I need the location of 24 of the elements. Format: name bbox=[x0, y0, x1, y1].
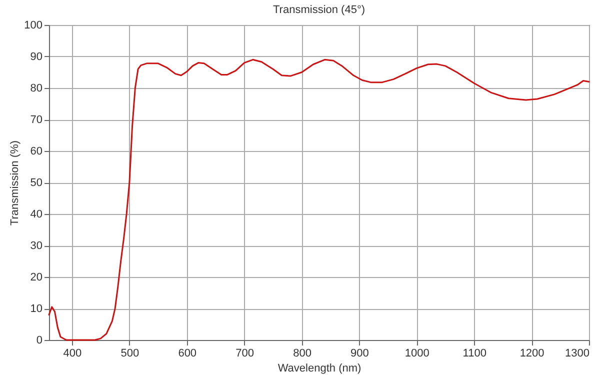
y-tick-label: 20 bbox=[30, 272, 42, 284]
y-tick-label: 10 bbox=[30, 303, 42, 315]
x-tick-label: 800 bbox=[293, 348, 312, 360]
x-tick-label: 900 bbox=[350, 348, 369, 360]
chart-title: Transmission (45°) bbox=[272, 4, 366, 16]
y-tick-label: 40 bbox=[30, 208, 42, 220]
y-tick-label: 0 bbox=[36, 334, 42, 346]
x-tick-label: 1200 bbox=[520, 348, 544, 360]
y-tick-label: 100 bbox=[24, 20, 42, 32]
y-tick-label: 80 bbox=[30, 82, 42, 94]
x-tick-label: 1300 bbox=[565, 348, 590, 360]
x-tick-label: 1000 bbox=[404, 348, 430, 360]
y-tick-label: 50 bbox=[30, 177, 42, 189]
y-tick-label: 70 bbox=[30, 114, 42, 126]
y-tick-label: 60 bbox=[30, 146, 42, 158]
x-tick-label: 700 bbox=[236, 348, 254, 360]
y-axis-title: Transmission (%) bbox=[9, 140, 22, 226]
x-tick-label: 600 bbox=[178, 348, 197, 360]
x-tick-label: 1100 bbox=[462, 348, 486, 360]
x-tick-label: 500 bbox=[120, 348, 140, 360]
y-tick-label: 30 bbox=[30, 240, 42, 252]
x-tick-label: 400 bbox=[63, 348, 82, 360]
y-tick-label: 90 bbox=[30, 51, 42, 63]
x-axis-title: Wavelength (nm) bbox=[278, 362, 362, 374]
